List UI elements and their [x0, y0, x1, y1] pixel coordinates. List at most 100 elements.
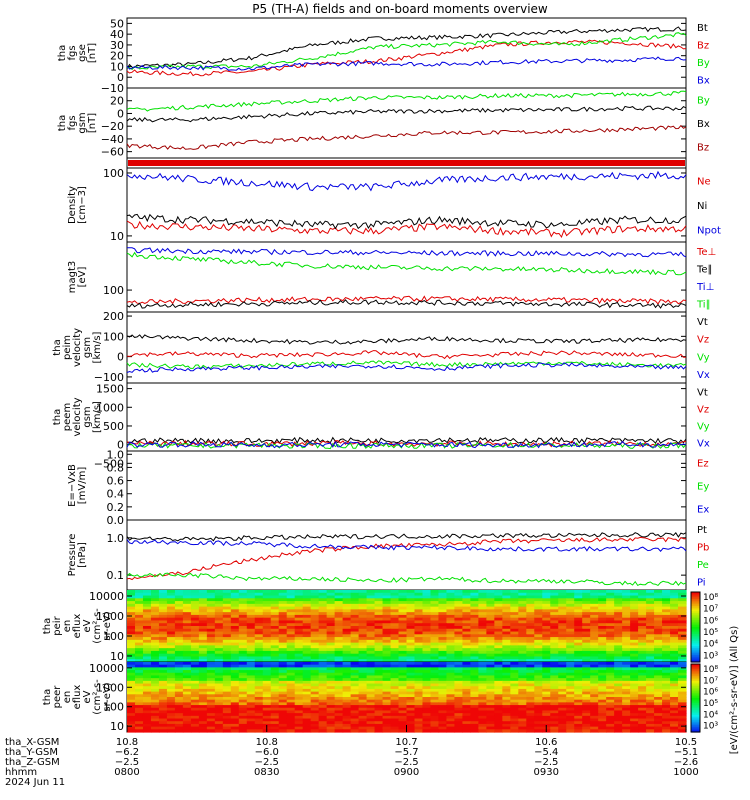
ephemeris-value: −2.5	[255, 757, 279, 768]
legend-Ti⊥: Ti⊥	[696, 282, 714, 293]
series-Vt	[127, 436, 687, 445]
legend-Pe: Pe	[697, 560, 709, 571]
y-axis-label: Density	[67, 186, 78, 224]
legend-Bz: Bz	[697, 40, 709, 51]
ephemeris-label: tha_X-GSM	[5, 737, 59, 748]
y-tick-label: 200	[103, 310, 124, 323]
y-tick-label: 0.0	[107, 514, 125, 527]
colorbar-tick: 10⁸	[703, 665, 718, 675]
y-axis-label: peer	[52, 685, 63, 709]
legend-Bz: Bz	[697, 142, 709, 153]
legend-Ne: Ne	[697, 176, 711, 187]
colorbar-tick: 10⁷	[703, 605, 718, 615]
y-axis-label: (cm²-s-	[92, 608, 103, 644]
y-tick-label: 100	[103, 284, 124, 297]
y-tick-label: −40	[101, 133, 124, 146]
legend-Pt: Pt	[697, 525, 707, 536]
y-tick-label: 20	[110, 95, 124, 108]
ephemeris-value: 10.8	[256, 737, 278, 748]
series-Ne	[126, 220, 687, 239]
y-axis-label: [nT]	[87, 113, 98, 133]
y-axis-label: E=−VxB	[67, 464, 78, 507]
legend-Vz: Vz	[697, 335, 709, 346]
y-tick-label: 500	[103, 420, 124, 433]
legend-Te⊥: Te⊥	[696, 247, 716, 258]
ephemeris-value: −6.0	[255, 747, 279, 758]
y-tick-label: 0	[117, 107, 124, 120]
y-tick-label: 20	[110, 50, 124, 63]
series-By	[127, 32, 687, 71]
y-tick-label: −20	[101, 120, 124, 133]
y-axis-label: eflux	[72, 614, 83, 639]
colorbar-tick: 10⁸	[703, 593, 718, 603]
ephemeris-value: 10.5	[675, 737, 697, 748]
y-tick-label: 1500	[96, 383, 124, 396]
y-axis-label: magt3	[67, 261, 78, 294]
y-axis-label: tha	[52, 409, 63, 425]
ephemeris-value: −5.4	[534, 747, 558, 758]
panel-4: 100 magt3 [eV] Te⊥ Te∥ Ti⊥ Ti∥	[67, 241, 716, 313]
legend-By: By	[697, 58, 710, 69]
series-Bx	[126, 105, 687, 123]
series-Te⊥	[126, 295, 687, 305]
legend-Vz: Vz	[697, 405, 709, 416]
y-tick-label: 0	[117, 439, 124, 452]
y-axis-label: sr-eV)	[102, 611, 113, 640]
y-tick-label: −60	[101, 146, 124, 159]
y-tick-label: 100	[103, 701, 124, 714]
figure-title: P5 (TH-A) fields and on-board moments ov…	[252, 2, 548, 16]
legend-Vt: Vt	[697, 317, 708, 328]
legend-Ex: Ex	[697, 505, 709, 516]
y-axis-label: [nPa]	[77, 542, 88, 568]
colorbar-tick: 10⁴	[703, 710, 718, 720]
series-Vz	[126, 350, 687, 360]
y-tick-label: 10000	[89, 590, 124, 603]
series-Bt	[126, 26, 687, 69]
legend-Ni: Ni	[697, 201, 707, 212]
legend-Bx: Bx	[697, 75, 710, 86]
y-tick-label: 50	[110, 17, 124, 30]
y-axis-label: gse	[77, 44, 88, 62]
legend-Vx: Vx	[697, 370, 710, 381]
date-label: 2024 Jun 11	[5, 777, 65, 788]
colorbar-tick: 10⁶	[703, 688, 718, 698]
ephemeris-value: −6.2	[115, 747, 139, 758]
series-Vz	[126, 439, 687, 448]
ephemeris-label: hhmm	[5, 767, 37, 778]
ephemeris-value: −2.6	[674, 757, 698, 768]
y-tick-label: −500	[94, 457, 124, 470]
y-axis-label: tha	[57, 45, 68, 61]
y-axis-label: [eV]	[77, 267, 88, 288]
legend-Npot: Npot	[697, 226, 721, 237]
legend-Pb: Pb	[697, 542, 709, 553]
series-Pb	[126, 536, 686, 581]
legend-Vy: Vy	[697, 422, 710, 433]
y-axis-label: en	[62, 620, 73, 633]
spectrogram	[127, 662, 687, 733]
y-tick-label: 1000	[96, 401, 124, 414]
y-tick-label: 0.2	[107, 501, 125, 514]
series-Ni	[126, 213, 687, 230]
legend-Vy: Vy	[697, 352, 710, 363]
y-axis-label: tha	[52, 339, 63, 355]
series-Pt	[126, 531, 687, 542]
y-tick-label: 0	[117, 351, 124, 364]
panel-7: 1.00.80.60.40.20.0 E=−VxB [mV/m] Ez Ey Ex	[67, 448, 709, 527]
series-Ti⊥	[127, 247, 687, 258]
ephemeris-value: −2.5	[115, 757, 139, 768]
series-By	[126, 90, 687, 112]
y-tick-label: 0.1	[107, 569, 125, 582]
y-axis-label: eV	[82, 619, 93, 632]
panel-6: 1500 1000 500 0 −500 tha peem velocity gsm [km/s]…	[52, 382, 710, 470]
ephemeris-value: −5.7	[394, 747, 418, 758]
y-axis-label: [cm−3]	[77, 186, 88, 224]
y-tick-label: 0.8	[107, 461, 125, 474]
colorbar-upper	[690, 591, 701, 663]
ephemeris-label: tha_Z-GSM	[5, 757, 60, 768]
y-tick-label: 10	[110, 650, 124, 663]
y-axis-label: [km/s]	[92, 331, 103, 363]
ephemeris-value: −2.5	[534, 757, 558, 768]
y-tick-label: 10	[110, 60, 124, 73]
colorbar-label: [eV/(cm²-s-sr-eV)] (All Qs)	[729, 626, 740, 755]
